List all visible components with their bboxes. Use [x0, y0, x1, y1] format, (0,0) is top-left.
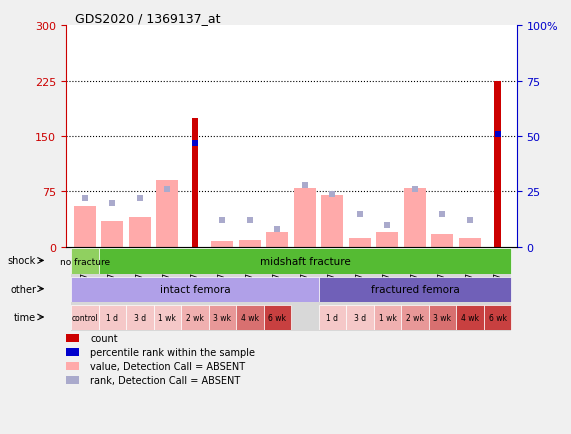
Text: control: control — [71, 313, 98, 322]
Bar — [126, 247, 154, 332]
Text: percentile rank within the sample: percentile rank within the sample — [90, 347, 255, 357]
Bar — [459, 239, 481, 247]
Bar — [346, 247, 374, 332]
Text: 4 wk: 4 wk — [241, 313, 259, 322]
Bar — [129, 218, 151, 247]
Text: 6 wk: 6 wk — [489, 313, 506, 322]
Bar — [432, 234, 453, 247]
Bar — [66, 349, 79, 356]
Bar — [211, 241, 234, 247]
Bar — [239, 240, 261, 247]
Bar — [71, 305, 99, 331]
Bar — [264, 247, 291, 332]
Bar — [319, 247, 346, 332]
Text: other: other — [10, 284, 36, 294]
Text: 1 d: 1 d — [106, 313, 118, 322]
Bar — [456, 247, 484, 332]
Text: 3 d: 3 d — [134, 313, 146, 322]
Bar — [102, 221, 123, 247]
Bar — [208, 305, 236, 331]
Bar — [74, 207, 96, 247]
Text: 4 wk: 4 wk — [461, 313, 479, 322]
Bar — [66, 362, 79, 370]
Text: count: count — [90, 333, 118, 343]
Bar — [71, 247, 99, 332]
Text: 1 wk: 1 wk — [379, 313, 396, 322]
Bar — [429, 305, 456, 331]
Bar — [267, 233, 288, 247]
Text: 3 wk: 3 wk — [433, 313, 452, 322]
Text: 1 d: 1 d — [327, 313, 339, 322]
Bar — [66, 377, 79, 385]
Text: fractured femora: fractured femora — [371, 285, 459, 295]
Bar — [208, 247, 236, 332]
Bar — [99, 247, 126, 332]
Text: 3 d: 3 d — [354, 313, 366, 322]
Text: time: time — [14, 312, 36, 322]
Bar — [401, 247, 429, 332]
Bar — [71, 249, 99, 274]
Bar — [319, 305, 346, 331]
Bar — [181, 247, 208, 332]
Bar — [374, 305, 401, 331]
Bar — [71, 277, 319, 302]
Bar — [321, 196, 344, 247]
Bar — [294, 188, 316, 247]
Bar — [264, 305, 291, 331]
Text: value, Detection Call = ABSENT: value, Detection Call = ABSENT — [90, 362, 246, 372]
Bar — [191, 118, 198, 247]
Text: rank, Detection Call = ABSENT: rank, Detection Call = ABSENT — [90, 375, 241, 385]
Text: 6 wk: 6 wk — [268, 313, 287, 322]
Text: no fracture: no fracture — [60, 257, 110, 266]
Bar — [456, 305, 484, 331]
Bar — [126, 305, 154, 331]
Bar — [99, 305, 126, 331]
Text: GDS2020 / 1369137_at: GDS2020 / 1369137_at — [75, 12, 220, 25]
Bar — [484, 247, 511, 332]
Bar — [66, 334, 79, 342]
Bar — [236, 247, 264, 332]
Bar — [236, 305, 264, 331]
Bar — [376, 233, 399, 247]
Text: 1 wk: 1 wk — [159, 313, 176, 322]
Bar — [401, 305, 429, 331]
Bar — [346, 305, 374, 331]
Bar — [429, 247, 456, 332]
Text: 2 wk: 2 wk — [186, 313, 204, 322]
Text: 3 wk: 3 wk — [214, 313, 231, 322]
Bar — [349, 239, 371, 247]
Bar — [374, 247, 401, 332]
Text: 2 wk: 2 wk — [406, 313, 424, 322]
Bar — [156, 181, 178, 247]
Bar — [154, 247, 181, 332]
Bar — [181, 305, 208, 331]
Bar — [494, 82, 501, 247]
Bar — [484, 305, 511, 331]
Bar — [404, 188, 426, 247]
Bar — [291, 247, 319, 332]
Text: midshaft fracture: midshaft fracture — [260, 256, 351, 266]
Bar — [154, 305, 181, 331]
Text: shock: shock — [8, 256, 36, 266]
Bar — [319, 277, 511, 302]
Text: intact femora: intact femora — [160, 285, 230, 295]
